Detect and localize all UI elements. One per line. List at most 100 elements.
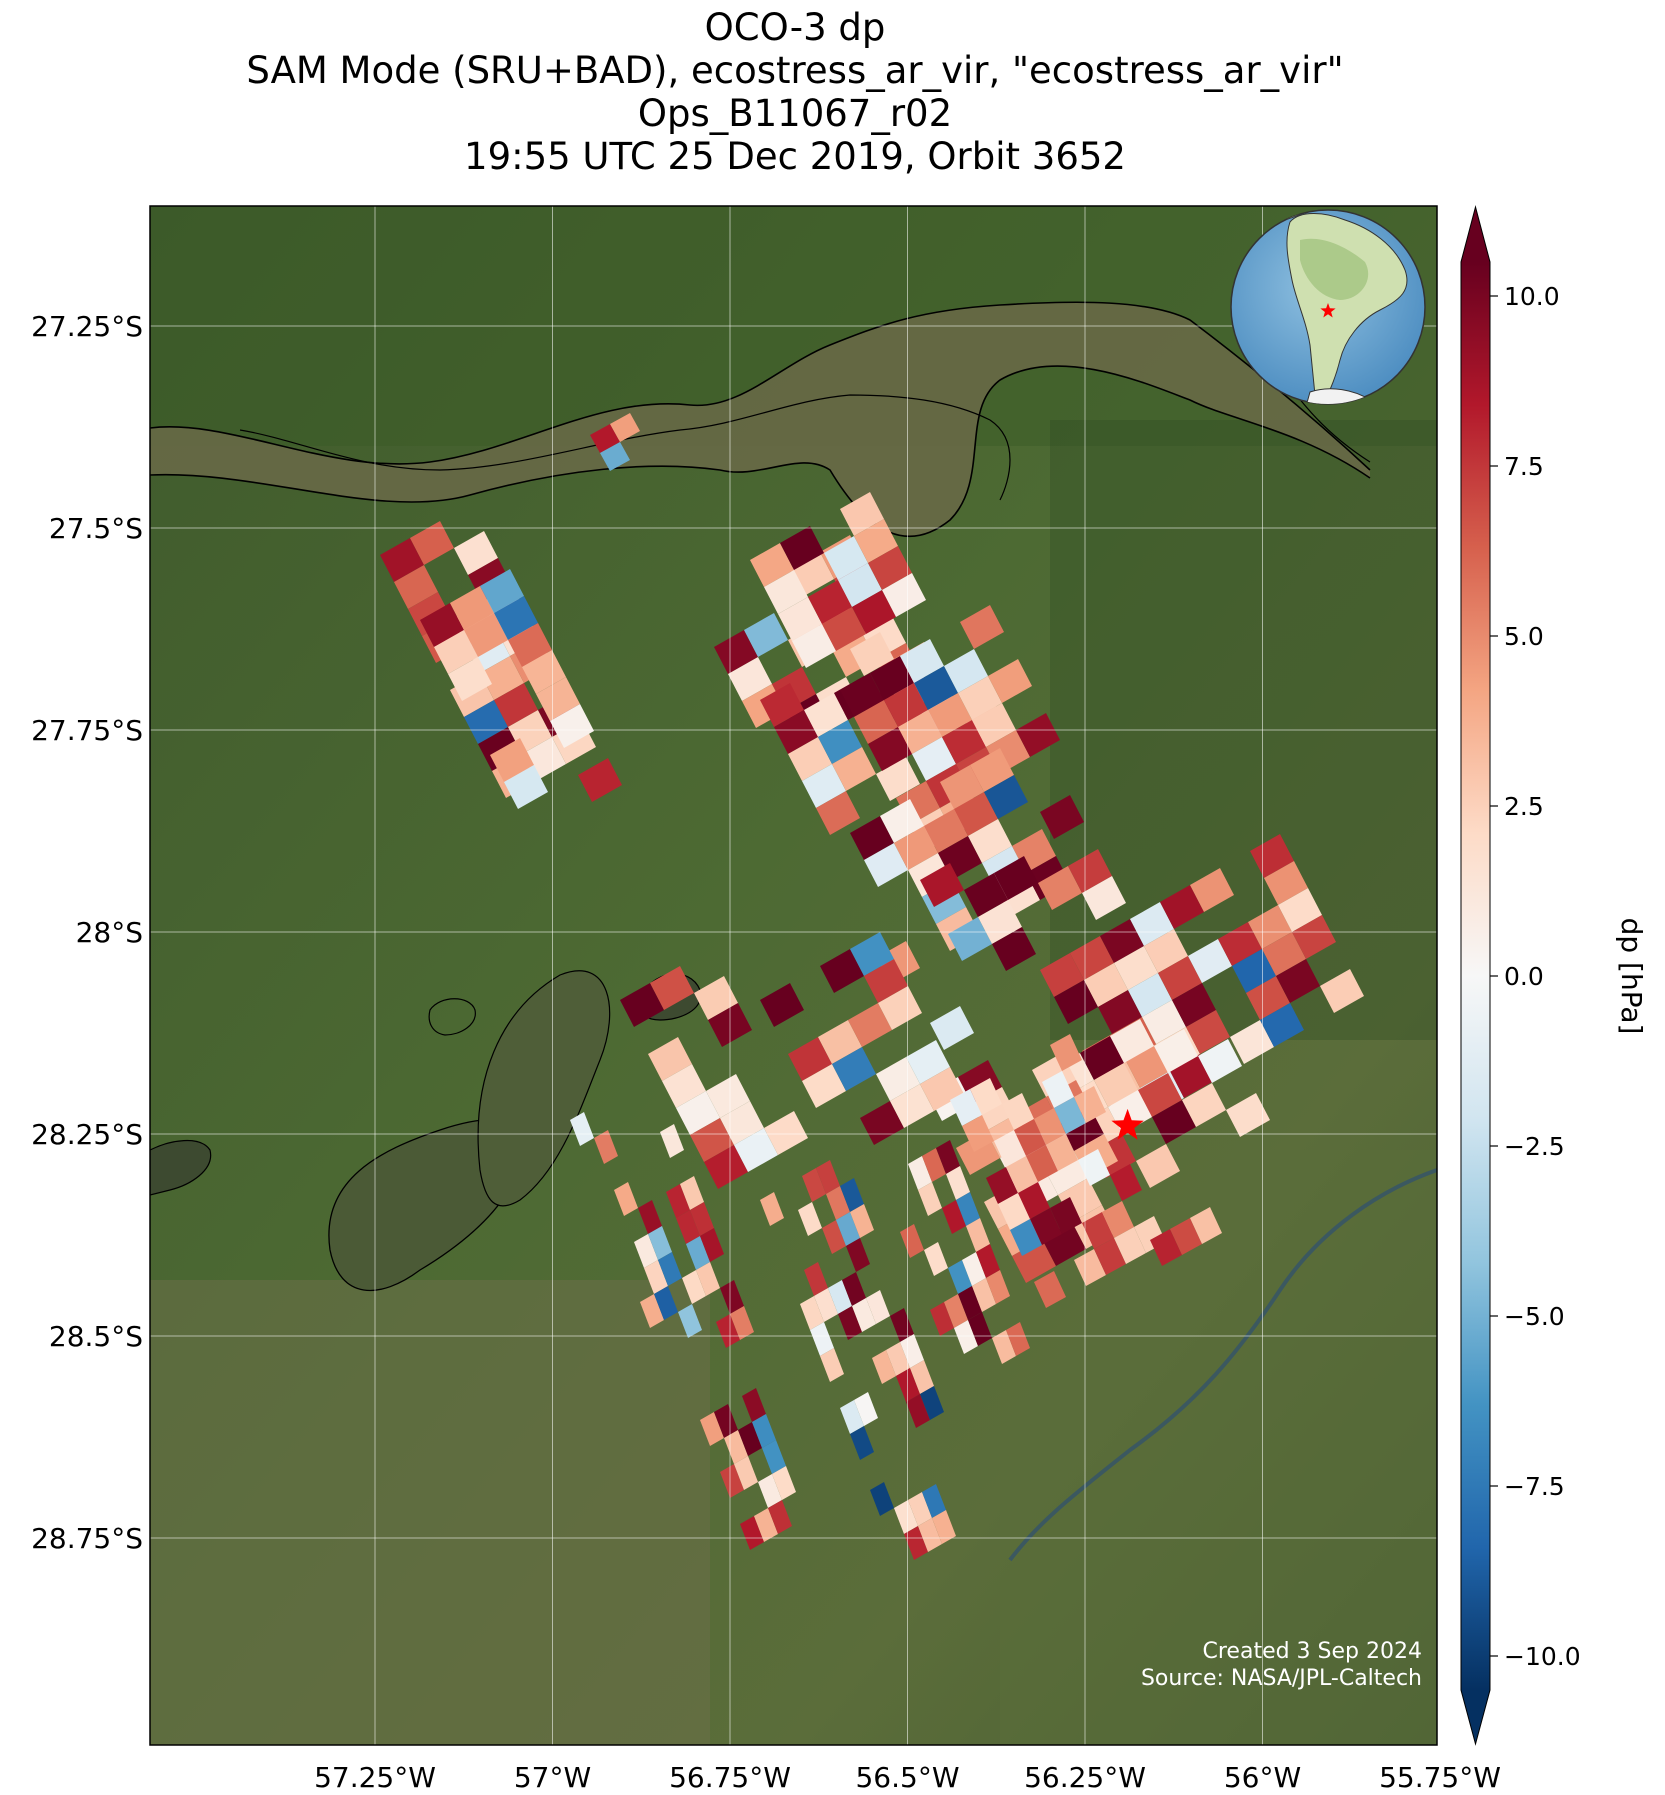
sounding-cell — [822, 1220, 846, 1254]
sounding-cell — [480, 656, 524, 700]
sounding-cell — [764, 1111, 808, 1155]
data-source: Source: NASA/JPL-Caltech — [1140, 1666, 1422, 1691]
sounding-cell — [852, 1298, 876, 1332]
sounding-cell — [720, 1464, 744, 1498]
sounding-cell — [918, 1182, 942, 1216]
sounding-cell — [818, 720, 862, 764]
sounding-cell — [826, 1186, 850, 1220]
sounding-cell — [700, 1228, 724, 1262]
sounding-cell — [380, 538, 424, 582]
sounding-cell — [744, 613, 788, 657]
sounding-cell — [920, 1386, 944, 1420]
sounding-cell — [954, 1320, 978, 1354]
sounding-cell — [810, 1322, 834, 1356]
sounding-cell — [854, 700, 898, 744]
credits: Created 3 Sep 2024 Source: NASA/JPL-Calt… — [1141, 1638, 1422, 1692]
colorbar-tick-label: 5.0 — [1504, 622, 1544, 651]
sounding-cell — [1114, 946, 1158, 990]
title-line-4: 19:55 UTC 25 Dec 2019, Orbit 3652 — [464, 135, 1126, 178]
sounding-cell — [894, 826, 938, 870]
sounding-cell — [922, 1484, 946, 1518]
sounding-cell — [964, 873, 1008, 917]
sounding-cell — [654, 1286, 678, 1320]
sounding-cell — [758, 1474, 782, 1508]
sounding-cell — [872, 1350, 896, 1384]
sounding-cell — [924, 809, 968, 853]
sounding-cell — [1070, 936, 1114, 980]
sounding-cell — [450, 586, 494, 630]
sounding-cell — [868, 727, 912, 771]
sounding-cell — [848, 1003, 892, 1047]
sounding-cell — [918, 1518, 942, 1552]
sounding-cell — [1050, 1034, 1082, 1071]
sounding-cell — [1018, 1182, 1050, 1219]
sounding-cell — [1320, 969, 1364, 1013]
lon-tick-label: 56.25°W — [1024, 1761, 1146, 1794]
sounding-cell — [838, 1306, 862, 1340]
sounding-cell — [928, 693, 972, 737]
sounding-cell — [992, 1330, 1016, 1364]
sounding-cell — [944, 649, 988, 693]
sounding-cell — [900, 639, 944, 683]
sounding-cell — [840, 1178, 864, 1212]
sounding-cell — [1006, 1156, 1038, 1193]
sounding-cell — [1278, 888, 1322, 932]
sounding-cell — [760, 1192, 784, 1226]
sounding-cell — [948, 1260, 972, 1294]
sounding-cell — [908, 1156, 932, 1190]
sounding-cell — [908, 1492, 932, 1526]
sounding-cell — [1042, 1071, 1074, 1108]
sounding-cell — [1040, 953, 1084, 997]
sounding-cell — [864, 959, 908, 1003]
sounding-cell — [1084, 963, 1128, 1007]
sounding-cell — [1114, 1227, 1146, 1264]
sounding-cell — [818, 1020, 862, 1064]
sounding-cell — [648, 1226, 672, 1260]
sounding-cell — [594, 1130, 618, 1164]
sounding-cell — [1138, 1073, 1182, 1117]
sounding-cell — [968, 819, 1012, 863]
sounding-cell — [966, 1218, 990, 1252]
sounding-cell — [666, 1184, 690, 1218]
sounding-cell — [1158, 956, 1202, 1000]
globe-target-star — [1320, 303, 1336, 318]
sounding-cell — [760, 683, 804, 727]
sounding-cell — [1010, 1219, 1042, 1256]
colorbar-tick-label: −2.5 — [1504, 1132, 1565, 1161]
sounding-cell — [840, 1400, 864, 1434]
sounding-cell — [1264, 861, 1308, 905]
title-line-3: Ops_B11067_r02 — [637, 92, 953, 135]
sounding-cell — [948, 917, 992, 961]
sounding-cell — [900, 1334, 924, 1368]
sounding-cell — [704, 1145, 748, 1189]
plot-title: OCO-3 dp SAM Mode (SRU+BAD), ecostress_a… — [150, 6, 1440, 178]
sounding-cell — [494, 596, 538, 640]
sounding-cell — [804, 693, 848, 737]
sounding-cell — [906, 1394, 930, 1428]
target-star-marker — [1111, 1108, 1144, 1140]
sounding-cell — [962, 1252, 986, 1286]
sounding-cell — [1136, 1144, 1180, 1188]
sounding-cell — [762, 1440, 786, 1474]
created-date: Created 3 Sep 2024 — [1202, 1639, 1423, 1664]
sounding-cell — [772, 1466, 796, 1500]
sounding-cell — [942, 720, 986, 764]
sounding-cell — [1170, 1218, 1202, 1255]
sounding-cell — [1260, 1003, 1304, 1047]
sounding-cell — [734, 1456, 758, 1490]
sounding-cell — [1246, 976, 1290, 1020]
sounding-cell — [760, 983, 804, 1027]
sounding-cell — [490, 738, 534, 782]
sounding-cell — [644, 1260, 668, 1294]
gridlines — [150, 206, 1441, 1745]
river-parana — [150, 302, 1370, 537]
sounding-cell — [944, 1294, 968, 1328]
sounding-cell — [494, 683, 538, 727]
sounding-cell — [1002, 1093, 1034, 1130]
sounding-cell — [696, 1262, 720, 1296]
sounding-cell — [1150, 1229, 1182, 1266]
sounding-cell — [890, 1084, 934, 1128]
sounding-cell — [678, 1304, 702, 1338]
sounding-cell — [894, 1500, 918, 1534]
sounding-cell — [924, 1242, 948, 1276]
